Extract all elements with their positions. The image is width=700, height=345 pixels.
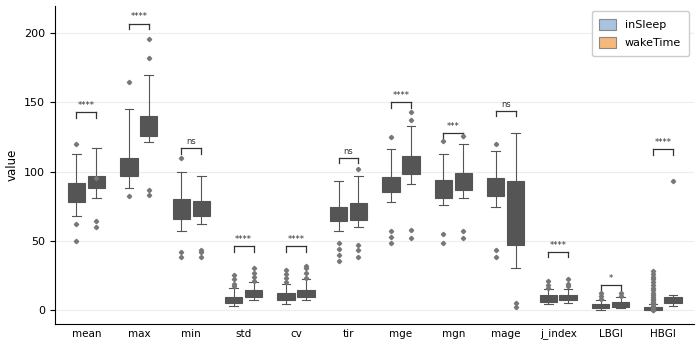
PathPatch shape (559, 295, 577, 300)
PathPatch shape (612, 302, 629, 307)
Text: ****: **** (550, 241, 567, 250)
PathPatch shape (140, 116, 158, 136)
Text: ****: **** (654, 138, 671, 147)
PathPatch shape (245, 290, 262, 297)
Text: ns: ns (501, 100, 510, 109)
Text: ****: **** (393, 91, 410, 100)
Text: ns: ns (344, 147, 354, 156)
Text: ***: *** (447, 122, 460, 131)
PathPatch shape (507, 181, 524, 245)
PathPatch shape (435, 180, 452, 198)
Legend: inSleep, wakeTime: inSleep, wakeTime (592, 11, 689, 56)
PathPatch shape (645, 307, 662, 310)
PathPatch shape (664, 297, 682, 303)
Text: ns: ns (186, 137, 196, 146)
PathPatch shape (193, 200, 210, 216)
PathPatch shape (382, 177, 400, 192)
PathPatch shape (487, 178, 505, 196)
PathPatch shape (120, 158, 137, 176)
PathPatch shape (298, 290, 315, 297)
Text: ****: **** (288, 235, 304, 244)
PathPatch shape (454, 173, 472, 189)
PathPatch shape (540, 295, 557, 302)
PathPatch shape (330, 207, 347, 221)
PathPatch shape (88, 176, 105, 188)
PathPatch shape (592, 304, 609, 308)
PathPatch shape (277, 293, 295, 300)
Text: *: * (608, 274, 612, 283)
Text: ****: **** (235, 235, 252, 244)
PathPatch shape (68, 183, 85, 202)
Text: ****: **** (130, 12, 147, 21)
Text: ****: **** (78, 101, 95, 110)
PathPatch shape (225, 297, 242, 303)
PathPatch shape (402, 156, 419, 174)
PathPatch shape (350, 203, 367, 220)
Y-axis label: value: value (6, 148, 19, 181)
PathPatch shape (173, 199, 190, 219)
